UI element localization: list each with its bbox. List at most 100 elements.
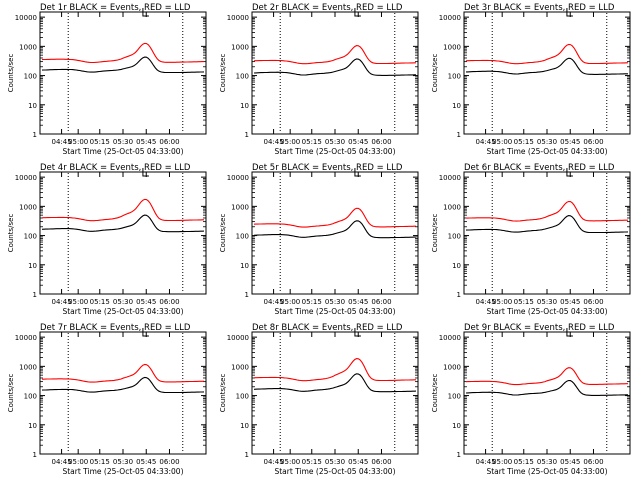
x-tick-label: 06:00 bbox=[159, 298, 179, 306]
panel-det-4: Det 4r BLACK = Events, RED = LLD 1 10 100 10… bbox=[7, 163, 207, 316]
y-tick-label: 1 bbox=[457, 451, 461, 459]
y-tick-label: 1 bbox=[245, 451, 249, 459]
y-tick-label: 10 bbox=[240, 422, 249, 430]
events-series-line bbox=[253, 220, 416, 239]
x-tick-label: 05:00 bbox=[280, 298, 300, 306]
y-axis-label: Counts/sec bbox=[7, 374, 15, 413]
plot-frame bbox=[251, 11, 419, 135]
panel-title: Det 2r BLACK = Events, RED = LLD bbox=[252, 3, 403, 13]
plot-frame bbox=[251, 171, 419, 295]
x-tick-label: 05:15 bbox=[302, 298, 322, 306]
x-tick-label: 05:45 bbox=[136, 138, 156, 146]
x-tick-label: 06:00 bbox=[583, 298, 603, 306]
lld-series-line bbox=[253, 45, 416, 65]
x-tick-label: 05:45 bbox=[348, 298, 368, 306]
x-tick-label: 04:45 bbox=[263, 298, 283, 306]
y-tick-label: 1 bbox=[245, 291, 249, 299]
x-tick-label: 04:45 bbox=[51, 298, 71, 306]
interval-bracket-mark bbox=[142, 328, 149, 337]
y-tick-label: 10 bbox=[28, 422, 37, 430]
x-tick-label: 04:45 bbox=[263, 458, 283, 466]
interval-bracket-mark bbox=[566, 168, 573, 177]
y-tick-label: 10000 bbox=[227, 174, 249, 182]
panel-title: Det 8r BLACK = Events, RED = LLD bbox=[252, 323, 403, 333]
y-tick-label: 10 bbox=[240, 262, 249, 270]
x-tick-label: 05:15 bbox=[90, 298, 110, 306]
panel-title: Det 4r BLACK = Events, RED = LLD bbox=[40, 163, 191, 173]
x-tick-label: 06:00 bbox=[371, 298, 391, 306]
x-tick-label: 05:00 bbox=[492, 298, 512, 306]
y-tick-label: 100 bbox=[24, 393, 37, 401]
y-tick-label: 1000 bbox=[19, 363, 37, 371]
y-axis-label: Counts/sec bbox=[219, 214, 227, 253]
x-tick-label: 05:15 bbox=[90, 138, 110, 146]
x-tick-label: 04:45 bbox=[475, 298, 495, 306]
x-tick-label: 04:45 bbox=[51, 138, 71, 146]
y-tick-label: 100 bbox=[24, 233, 37, 241]
x-tick-label: 06:00 bbox=[583, 138, 603, 146]
y-tick-label: 10 bbox=[452, 102, 461, 110]
x-tick-label: 05:00 bbox=[68, 458, 88, 466]
y-tick-label: 10000 bbox=[227, 334, 249, 342]
plot-frame bbox=[39, 171, 207, 295]
x-tick-label: 05:45 bbox=[136, 458, 156, 466]
x-tick-label: 05:15 bbox=[302, 138, 322, 146]
lld-series-line bbox=[465, 43, 628, 65]
y-tick-label: 1 bbox=[245, 131, 249, 139]
x-tick-label: 04:45 bbox=[51, 458, 71, 466]
x-axis-label: Start Time (25-Oct-05 04:33:00) bbox=[62, 307, 183, 316]
x-tick-label: 06:00 bbox=[583, 458, 603, 466]
lld-series-line bbox=[465, 367, 628, 386]
x-tick-label: 05:15 bbox=[514, 138, 534, 146]
x-axis-label: Start Time (25-Oct-05 04:33:00) bbox=[486, 307, 607, 316]
x-tick-label: 05:15 bbox=[90, 458, 110, 466]
x-tick-label: 04:45 bbox=[475, 138, 495, 146]
panel-det-6: Det 6r BLACK = Events, RED = LLD 1 10 100 10… bbox=[431, 163, 631, 316]
x-tick-label: 05:00 bbox=[280, 138, 300, 146]
plot-frame bbox=[463, 11, 631, 135]
panel-title: Det 9r BLACK = Events, RED = LLD bbox=[464, 323, 615, 333]
y-tick-label: 1000 bbox=[19, 203, 37, 211]
x-tick-label: 05:45 bbox=[348, 458, 368, 466]
x-tick-label: 05:30 bbox=[537, 138, 557, 146]
x-tick-label: 05:30 bbox=[537, 298, 557, 306]
x-axis-label: Start Time (25-Oct-05 04:33:00) bbox=[486, 147, 607, 156]
events-series-line bbox=[465, 215, 629, 234]
lld-series-line bbox=[41, 42, 204, 64]
x-tick-label: 04:45 bbox=[475, 458, 495, 466]
panel-title: Det 6r BLACK = Events, RED = LLD bbox=[464, 163, 615, 173]
y-tick-label: 10000 bbox=[439, 174, 461, 182]
y-tick-label: 10000 bbox=[15, 174, 37, 182]
x-axis-label: Start Time (25-Oct-05 04:33:00) bbox=[486, 467, 607, 476]
x-tick-label: 05:15 bbox=[514, 458, 534, 466]
y-tick-label: 10000 bbox=[15, 334, 37, 342]
y-tick-label: 1000 bbox=[443, 203, 461, 211]
plot-frame bbox=[251, 331, 419, 455]
events-series-line bbox=[41, 376, 205, 394]
x-tick-label: 05:30 bbox=[113, 298, 133, 306]
x-tick-label: 05:15 bbox=[302, 458, 322, 466]
y-axis-label: Counts/sec bbox=[431, 54, 439, 93]
y-tick-label: 100 bbox=[236, 73, 249, 81]
x-tick-label: 05:30 bbox=[325, 298, 345, 306]
y-axis-label: Counts/sec bbox=[219, 374, 227, 413]
panel-det-9: Det 9r BLACK = Events, RED = LLD 1 10 100 10… bbox=[431, 323, 631, 476]
y-tick-label: 10 bbox=[28, 262, 37, 270]
x-tick-label: 05:00 bbox=[68, 298, 88, 306]
y-tick-label: 1 bbox=[33, 451, 37, 459]
y-tick-label: 10 bbox=[28, 102, 37, 110]
panel-title: Det 1r BLACK = Events, RED = LLD bbox=[40, 3, 191, 13]
panel-title: Det 5r BLACK = Events, RED = LLD bbox=[252, 163, 403, 173]
lld-series-line bbox=[253, 207, 416, 228]
y-tick-label: 1000 bbox=[443, 363, 461, 371]
interval-bracket-mark bbox=[566, 8, 573, 17]
y-tick-label: 100 bbox=[448, 393, 461, 401]
y-tick-label: 1000 bbox=[231, 43, 249, 51]
x-tick-label: 06:00 bbox=[371, 138, 391, 146]
x-tick-label: 05:30 bbox=[113, 458, 133, 466]
interval-bracket-mark bbox=[142, 168, 149, 177]
panel-det-3: Det 3r BLACK = Events, RED = LLD 1 10 100 10… bbox=[431, 3, 631, 156]
y-axis-label: Counts/sec bbox=[431, 374, 439, 413]
y-tick-label: 1000 bbox=[231, 203, 249, 211]
lld-series-line bbox=[41, 198, 204, 222]
